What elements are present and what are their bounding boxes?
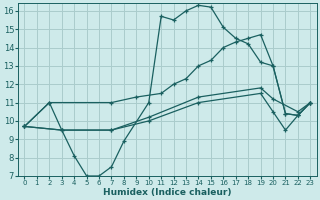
- X-axis label: Humidex (Indice chaleur): Humidex (Indice chaleur): [103, 188, 232, 197]
